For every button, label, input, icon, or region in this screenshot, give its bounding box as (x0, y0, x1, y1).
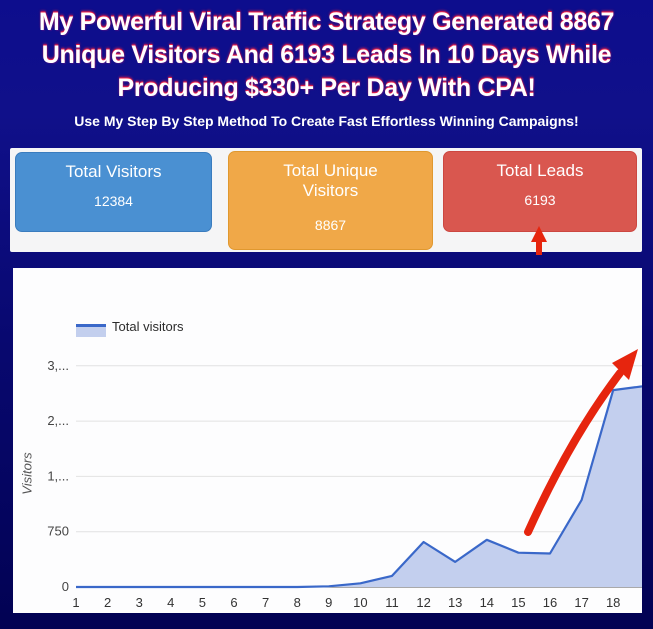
headline-line-3: Producing $330+ Per Day With CPA! (117, 74, 536, 102)
y-tick-label: 3,... (47, 358, 69, 373)
visitors-chart-panel[interactable]: 0 750 1,... 2,... 3,... 1 2 3 4 5 6 7 8 9 10 11 12 13 14 15… (13, 268, 643, 613)
page-subtitle: Use My Step By Step Method To Create Fas… (74, 113, 579, 129)
x-tick-label: 8 (294, 595, 301, 610)
total-leads-value: 6193 (524, 192, 556, 208)
x-tick-label: 11 (385, 595, 399, 610)
stats-panel: Total Visitors 12384 Total Unique Visito… (10, 148, 642, 252)
y-axis-title: Visitors (19, 452, 35, 495)
x-tick-label: 16 (543, 595, 557, 610)
chart-area-fill (76, 386, 642, 587)
x-tick-label: 13 (448, 595, 462, 610)
x-tick-label: 18 (606, 595, 620, 610)
x-tick-label: 14 (480, 595, 494, 610)
legend-label: Total visitors (112, 319, 184, 334)
legend-swatch-icon (76, 324, 106, 337)
visitors-area-chart[interactable]: 0 750 1,... 2,... 3,... 1 2 3 4 5 6 7 8 9 10 11 12 13 14 15… (13, 268, 643, 613)
total-unique-visitors-title: Total Unique Visitors (283, 161, 378, 200)
x-tick-label: 9 (325, 595, 332, 610)
y-tick-label: 1,... (47, 468, 69, 483)
total-visitors-title: Total Visitors (65, 162, 162, 181)
total-unique-visitors-card: Total Unique Visitors 8867 (228, 151, 433, 250)
total-leads-title: Total Leads (496, 161, 584, 180)
headline-line-1: My Powerful Viral Traffic Strategy Gener… (38, 8, 615, 36)
total-visitors-card: Total Visitors 12384 (15, 152, 212, 232)
x-tick-label: 17 (574, 595, 588, 610)
x-tick-label: 5 (199, 595, 206, 610)
x-tick-label: 6 (230, 595, 237, 610)
chart-line (76, 385, 643, 589)
headline-line-2: Unique Visitors And 6193 Leads In 10 Day… (41, 41, 612, 69)
x-tick-label: 4 (167, 595, 174, 610)
x-tick-label: 2 (104, 595, 111, 610)
x-tick-label: 7 (262, 595, 269, 610)
x-tick-label: 15 (511, 595, 525, 610)
y-tick-label: 2,... (47, 413, 69, 428)
y-tick-label: 750 (47, 524, 69, 539)
x-tick-label: 10 (353, 595, 367, 610)
total-unique-visitors-value: 8867 (314, 217, 347, 233)
page-title: My Powerful Viral Traffic Strategy Gener… (0, 6, 653, 105)
x-tick-label: 1 (72, 595, 79, 610)
x-tick-label: 12 (416, 595, 430, 610)
total-visitors-value: 12384 (94, 193, 133, 209)
y-tick-label: 0 (62, 579, 69, 594)
total-leads-card: Total Leads 6193 (443, 151, 637, 232)
header-section: My Powerful Viral Traffic Strategy Gener… (0, 6, 653, 129)
x-tick-label: 3 (136, 595, 143, 610)
